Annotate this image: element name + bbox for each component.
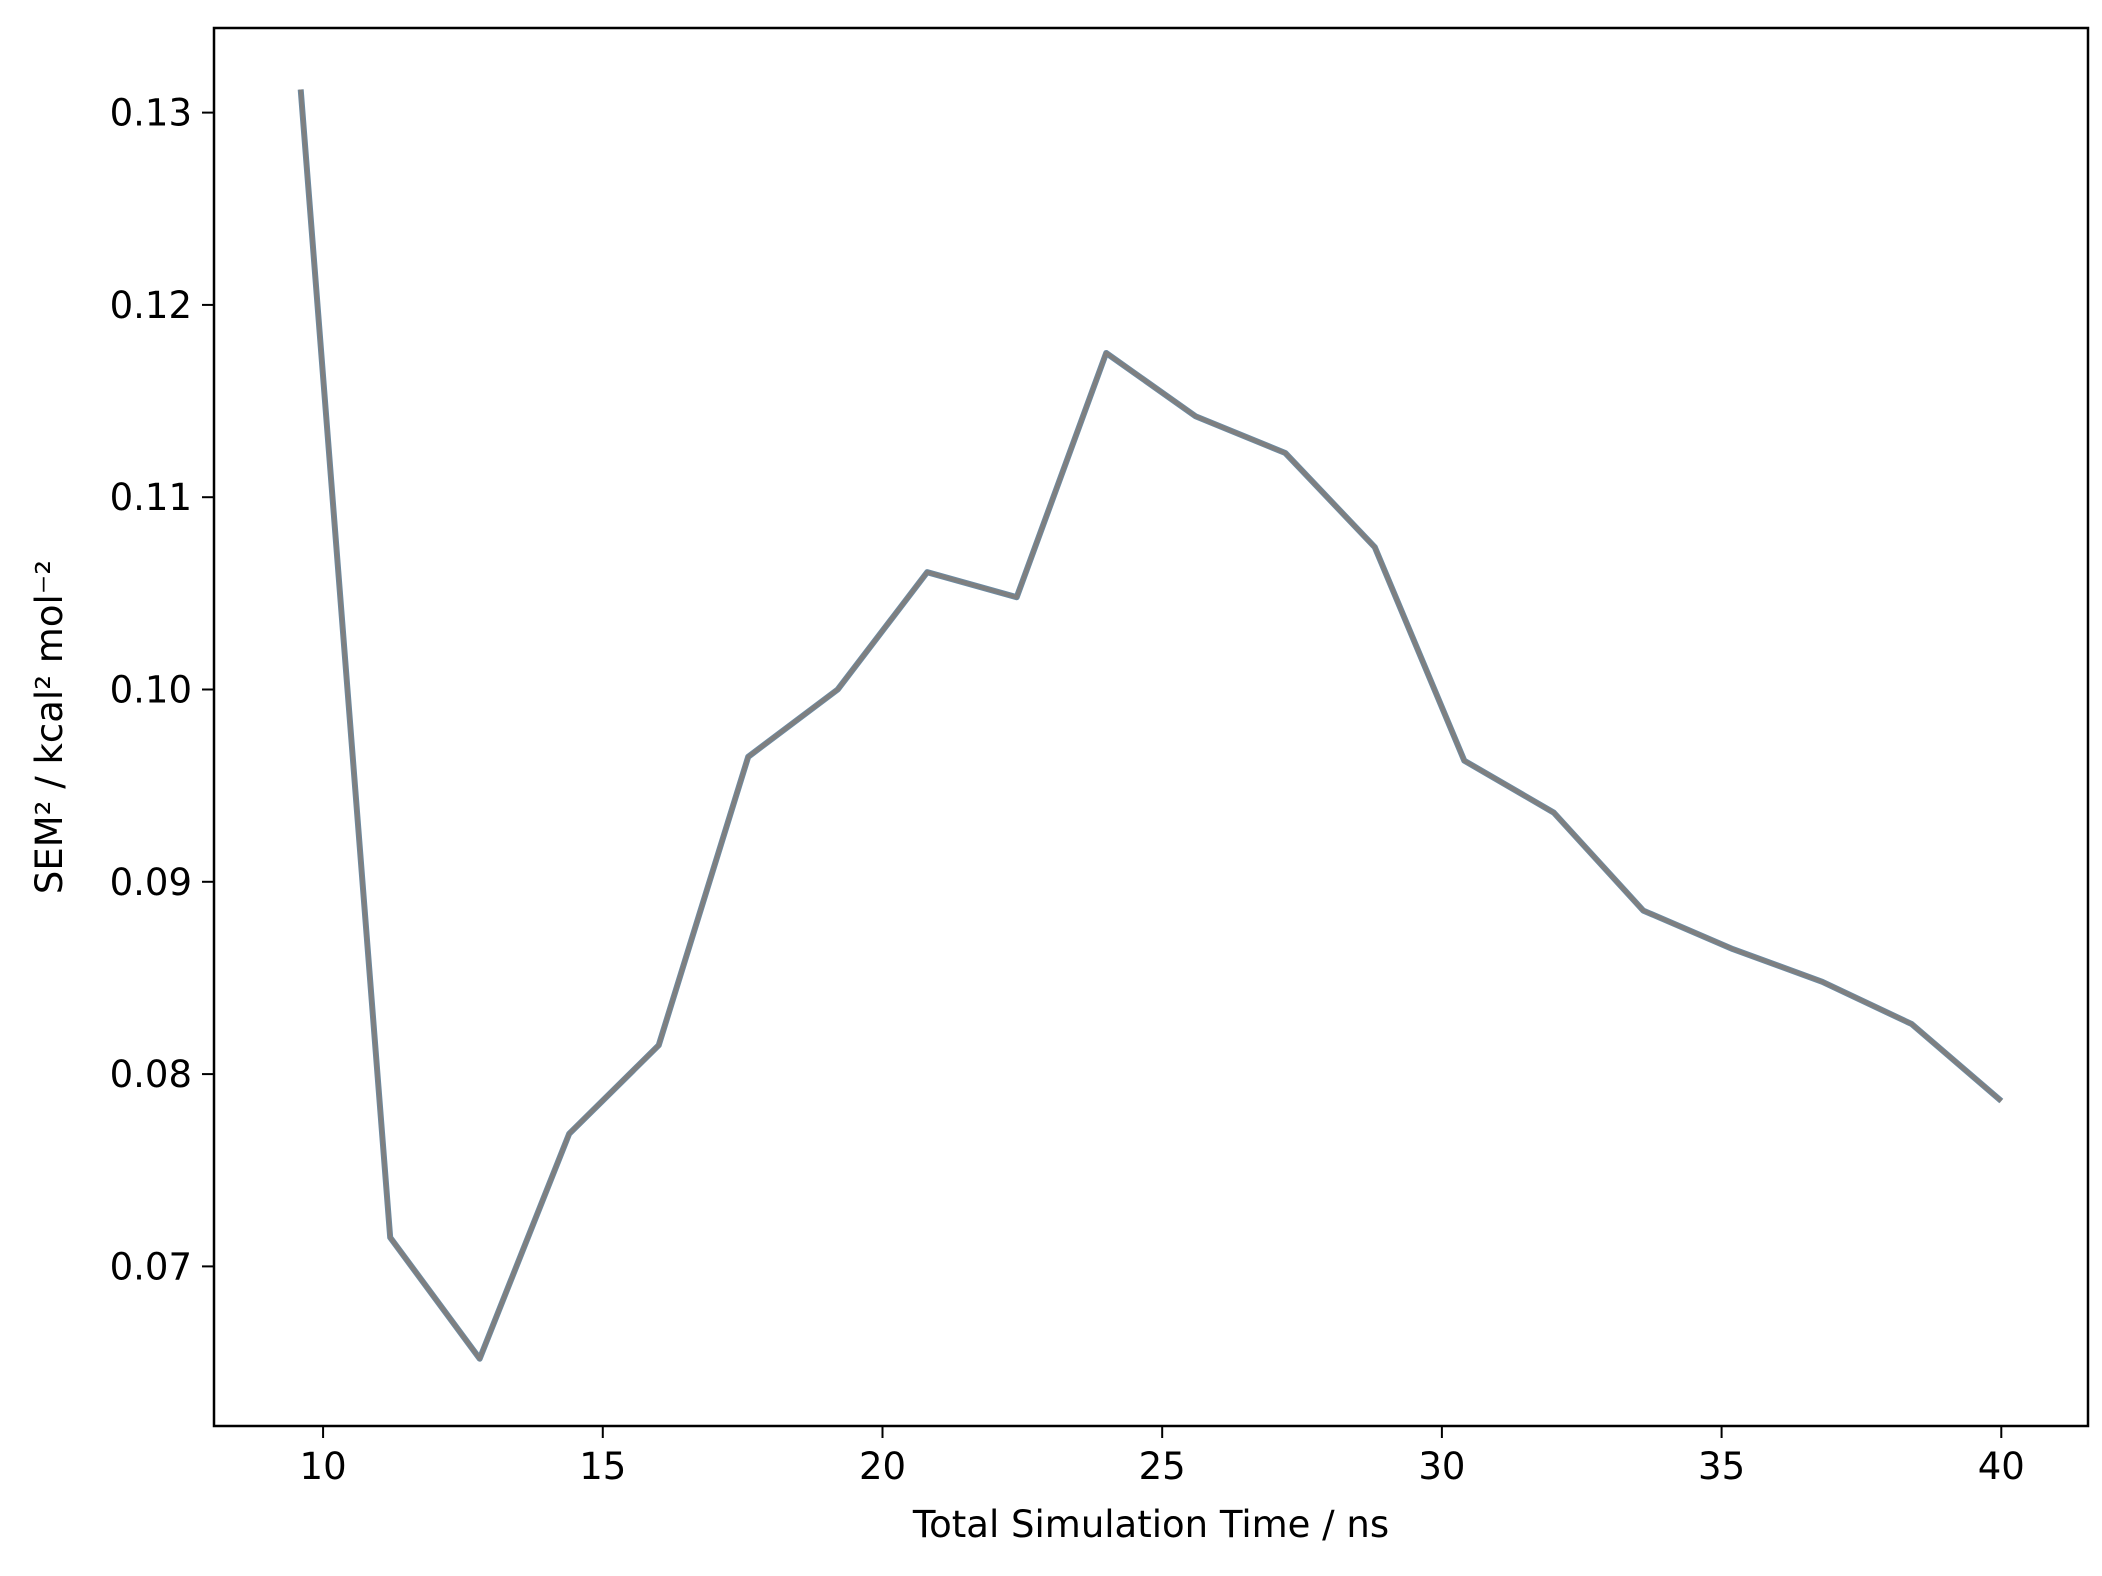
y-tick-label: 0.08 [110, 1053, 192, 1096]
y-tick-label: 0.07 [110, 1245, 192, 1288]
y-tick-label: 0.12 [110, 284, 192, 327]
y-tick-label: 0.11 [110, 476, 192, 519]
series-line [298, 89, 2003, 1361]
y-tick-label: 0.10 [110, 669, 192, 712]
x-tick-label: 30 [1418, 1445, 1465, 1488]
x-tick-label: 20 [859, 1445, 906, 1488]
y-axis-label: SEM² / kcal² mol⁻² [28, 560, 71, 894]
axes-frame [212, 26, 2090, 1428]
x-tick-label: 15 [579, 1445, 626, 1488]
y-tick-label: 0.09 [110, 861, 192, 904]
y-tick-label: 0.13 [110, 92, 192, 135]
x-tick-label: 10 [300, 1445, 347, 1488]
x-tick-label: 25 [1139, 1445, 1186, 1488]
y-axis-ticks: 0.07 0.08 0.09 0.10 0.11 0.12 0.13 [110, 92, 214, 1288]
x-tick-label: 40 [1978, 1445, 2025, 1488]
x-axis-label: Total Simulation Time / ns [912, 1503, 1389, 1546]
x-axis-ticks: 10 15 20 25 30 35 40 [300, 1426, 2025, 1488]
x-tick-label: 35 [1698, 1445, 1745, 1488]
plot-area [212, 26, 2090, 1428]
